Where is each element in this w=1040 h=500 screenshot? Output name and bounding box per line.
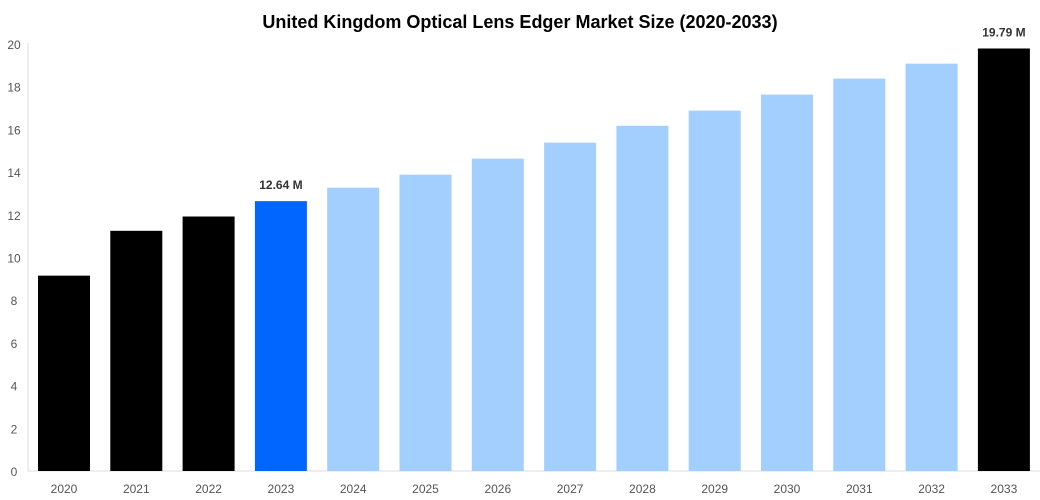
bar-2022[interactable] [182,216,235,471]
y-tick-label: 4 [11,380,18,394]
bar-2033[interactable] [977,48,1030,472]
x-tick-label: 2023 [268,482,295,496]
x-tick-labels: 2020 2021 2022 2023 2024 2025 2026 2027 2028 2029… [51,482,1018,496]
x-tick-label: 2022 [195,482,222,496]
data-labels: 12.64 M 19.79 M [259,25,1025,192]
bar-2021[interactable] [110,230,163,471]
bar-2028[interactable] [616,125,669,471]
x-tick-label: 2029 [701,482,728,496]
bar-2024[interactable] [327,187,380,472]
x-tick-label: 2026 [484,482,511,496]
x-tick-label: 2030 [774,482,801,496]
chart-title: United Kingdom Optical Lens Edger Market… [262,12,777,32]
bar-2030[interactable] [761,94,813,472]
x-tick-label: 2025 [412,482,439,496]
y-tick-label: 14 [7,166,21,180]
bar-2025[interactable] [399,174,452,472]
x-tick-label: 2020 [51,482,78,496]
bar-2032[interactable] [905,63,958,471]
x-tick-label: 2032 [918,482,945,496]
y-tick-label: 20 [7,38,21,52]
bar-2027[interactable] [544,142,597,471]
bar-2029[interactable] [688,110,741,471]
bar-2031[interactable] [833,78,886,471]
x-tick-label: 2027 [557,482,584,496]
bar-2026[interactable] [471,158,524,471]
y-tick-label: 0 [11,465,18,479]
y-tick-label: 18 [7,81,21,95]
y-tick-label: 2 [11,422,18,436]
x-tick-label: 2033 [991,482,1018,496]
x-tick-label: 2028 [629,482,656,496]
y-tick-label: 8 [11,294,18,308]
y-tick-label: 16 [7,123,21,137]
bars [38,48,1030,472]
y-tick-labels: 0 2 4 6 8 10 12 14 16 18 20 [7,38,21,479]
bar-2020[interactable] [38,275,90,471]
x-tick-label: 2031 [846,482,873,496]
y-tick-label: 6 [11,337,18,351]
y-tick-label: 10 [7,252,21,266]
x-tick-label: 2024 [340,482,367,496]
y-tick-label: 12 [7,209,21,223]
bar-2023[interactable] [254,201,307,472]
x-tick-label: 2021 [123,482,150,496]
data-label: 12.64 M [259,178,302,192]
data-label: 19.79 M [982,25,1025,39]
